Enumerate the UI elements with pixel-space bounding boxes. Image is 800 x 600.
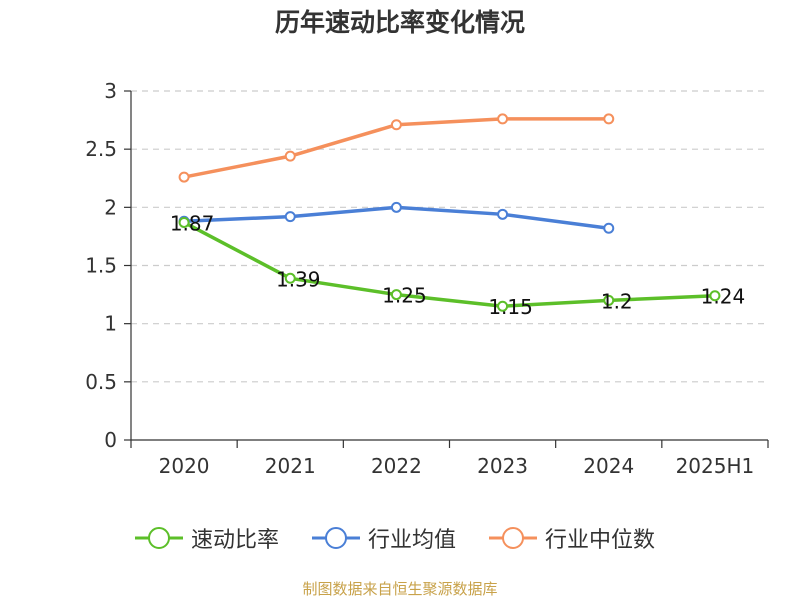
data-source-note: 制图数据来自恒生聚源数据库 [302, 580, 498, 598]
data-label: 1.2 [601, 289, 633, 313]
legend-marker-icon [489, 527, 537, 549]
y-tick-label: 0 [104, 428, 117, 452]
data-label: 1.15 [488, 295, 533, 319]
x-tick-label: 2023 [477, 454, 528, 478]
legend-marker-icon [312, 527, 360, 549]
chart-title: 历年速动比率变化情况 [274, 8, 525, 37]
legend: 速动比率 行业均值 行业中位数 [0, 520, 800, 556]
data-point[interactable] [284, 150, 296, 162]
y-tick-label: 3 [104, 79, 117, 103]
data-label: 1.39 [276, 267, 321, 291]
data-point[interactable] [603, 294, 615, 306]
series-lines [178, 113, 721, 312]
x-tick-label: 2025H1 [676, 454, 755, 478]
y-tick-label: 0.5 [85, 370, 117, 394]
y-tick-label: 2.5 [85, 137, 117, 161]
legend-label: 行业中位数 [545, 528, 656, 553]
legend-item-industry-median[interactable]: 行业中位数 [489, 520, 655, 556]
series-0 [178, 216, 721, 312]
series-2 [178, 113, 615, 183]
data-point[interactable] [284, 272, 296, 284]
y-tick-label: 2 [104, 195, 117, 219]
y-tick-label: 1.5 [85, 254, 117, 278]
data-labels: 1.87 1.39 1.25 1.15 1.2 1.24 [170, 211, 745, 319]
legend-item-quick-ratio[interactable]: 速动比率 [135, 520, 279, 556]
legend-marker-icon [135, 527, 183, 549]
data-point[interactable] [178, 171, 190, 183]
data-label: 1.24 [701, 285, 746, 309]
x-tick-label: 2024 [583, 454, 634, 478]
data-point[interactable] [178, 216, 190, 228]
x-tick-label: 2020 [159, 454, 210, 478]
data-point[interactable] [709, 290, 721, 302]
data-point[interactable] [497, 208, 509, 220]
data-label: 1.87 [170, 211, 215, 235]
data-point[interactable] [284, 211, 296, 223]
x-tick-label: 2022 [371, 454, 422, 478]
legend-label: 速动比率 [191, 528, 280, 553]
data-point[interactable] [603, 113, 615, 125]
x-tick-label: 2021 [265, 454, 316, 478]
data-point[interactable] [390, 289, 402, 301]
data-point[interactable] [390, 201, 402, 213]
data-point[interactable] [390, 119, 402, 131]
y-tick-label: 1 [104, 312, 117, 336]
grid-lines [131, 90, 768, 383]
axes: 0 0.5 1 1.5 2 2.5 3 2020 2021 2022 2023 2024 2025H1 [85, 79, 769, 478]
data-point[interactable] [603, 222, 615, 234]
legend-label: 行业均值 [368, 528, 457, 553]
data-label: 1.25 [382, 284, 427, 308]
legend-item-industry-average[interactable]: 行业均值 [312, 520, 456, 556]
data-point[interactable] [497, 113, 509, 125]
data-point[interactable] [497, 300, 509, 312]
series-line [182, 220, 717, 308]
